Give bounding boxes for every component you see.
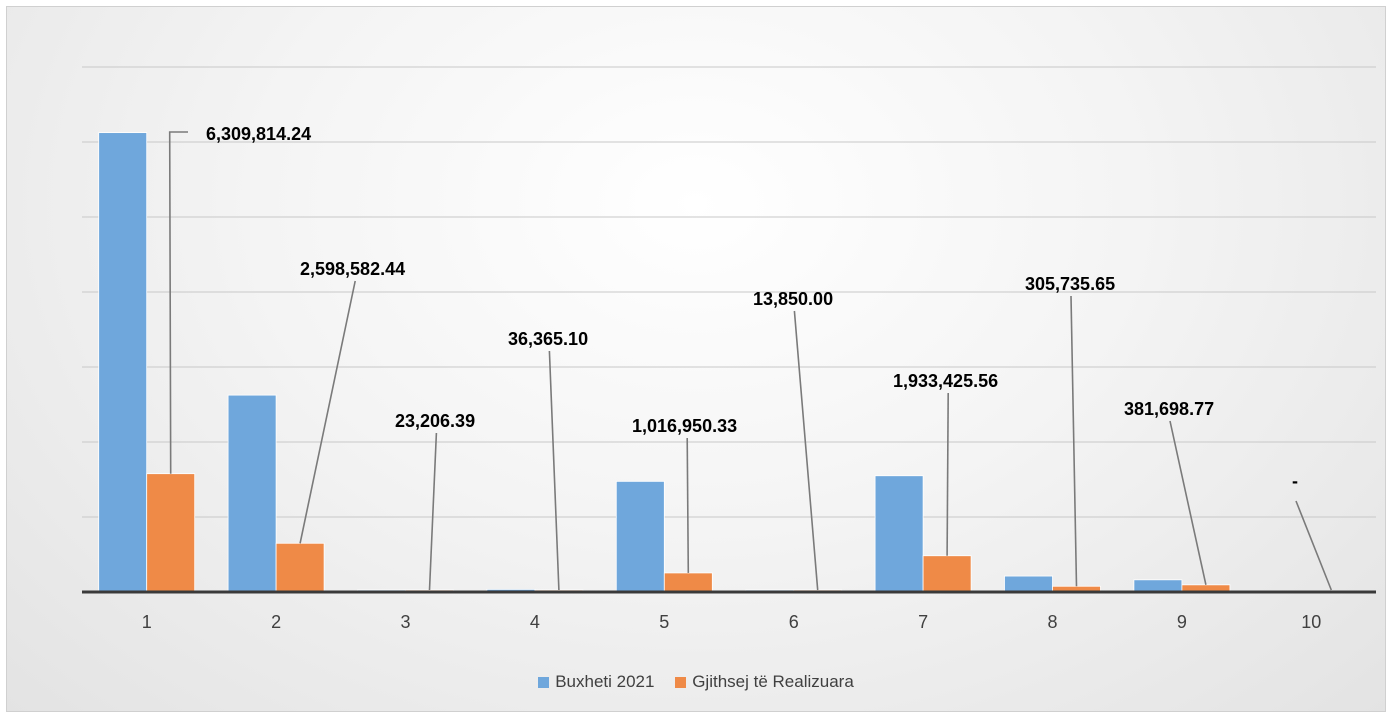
leader-line	[299, 280, 356, 544]
leader-lines	[168, 131, 1333, 591]
gridlines	[82, 66, 1376, 518]
data-labels: 6,309,814.24 2,598,582.44 23,206.39 36,365.…	[206, 124, 1298, 491]
x-tick-label: 3	[400, 612, 410, 632]
legend-swatch-realized	[675, 676, 687, 688]
x-tick-label: 2	[271, 612, 281, 632]
bar-budget-5	[615, 480, 665, 593]
leader-line	[1070, 295, 1078, 587]
data-label-7: 1,933,425.56	[893, 371, 998, 391]
legend: Buxheti 2021 Gjithsej të Realizuara	[0, 672, 1392, 693]
legend-swatch-budget	[538, 676, 550, 688]
data-label-1: 6,309,814.24	[206, 124, 311, 144]
bar-budget-8	[1004, 575, 1053, 593]
x-tick-label: 9	[1177, 612, 1187, 632]
data-label-9: 381,698.77	[1124, 399, 1214, 419]
x-tick-label: 4	[530, 612, 540, 632]
x-tick-label: 7	[918, 612, 928, 632]
bar-budget-7	[874, 475, 924, 593]
x-tick-labels: 1 2 3 4 5 6 7 8 9 10	[142, 612, 1322, 632]
data-label-6: 13,850.00	[753, 289, 833, 309]
bar-budget-2	[227, 394, 277, 593]
bar-realized-7	[922, 555, 972, 593]
leader-line	[793, 310, 819, 591]
bar-realized-2	[275, 542, 325, 593]
leader-line	[686, 437, 690, 573]
bars	[98, 132, 1231, 593]
data-label-10: -	[1292, 471, 1298, 491]
x-tick-label: 1	[142, 612, 152, 632]
data-label-4: 36,365.10	[508, 329, 588, 349]
legend-item-realized: Gjithsej të Realizuara	[675, 672, 854, 692]
x-tick-label: 5	[659, 612, 669, 632]
legend-label-budget: Buxheti 2021	[555, 672, 655, 691]
data-label-5: 1,016,950.33	[632, 416, 737, 436]
bar-realized-1	[146, 473, 196, 593]
data-label-3: 23,206.39	[395, 411, 475, 431]
bar-budget-9	[1133, 579, 1183, 593]
leader-line	[428, 432, 438, 591]
data-label-8: 305,735.65	[1025, 274, 1115, 294]
x-tick-label: 8	[1047, 612, 1057, 632]
legend-label-realized: Gjithsej të Realizuara	[692, 672, 854, 691]
legend-item-budget: Buxheti 2021	[538, 672, 654, 692]
leader-line	[548, 350, 560, 591]
data-label-2: 2,598,582.44	[300, 259, 405, 279]
x-tick-label: 6	[789, 612, 799, 632]
leader-line	[1169, 420, 1207, 586]
x-tick-label: 10	[1301, 612, 1321, 632]
bar-realized-5	[663, 572, 713, 593]
bar-budget-1	[98, 132, 148, 593]
chart-area	[6, 6, 1386, 712]
leader-line	[168, 131, 188, 474]
leader-line	[946, 392, 949, 556]
leader-line	[1295, 500, 1333, 591]
